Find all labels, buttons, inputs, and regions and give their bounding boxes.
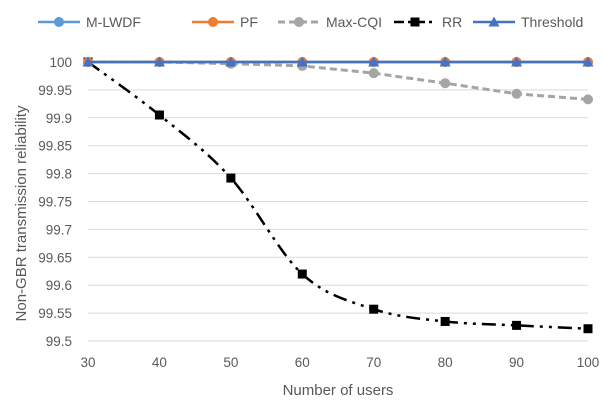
data-point <box>583 324 593 334</box>
series-rr <box>83 57 593 334</box>
data-point <box>368 56 380 67</box>
x-tick-label: 90 <box>509 355 524 370</box>
legend-label: RR <box>442 14 462 30</box>
data-point <box>511 56 523 67</box>
legend-marker <box>54 17 64 27</box>
legend-label: M-LWDF <box>86 14 141 30</box>
data-point <box>440 316 450 326</box>
data-point <box>583 94 593 105</box>
data-point <box>440 78 451 89</box>
legend-label: Max-CQI <box>326 14 382 30</box>
legend-item: RR <box>394 14 462 30</box>
legend: M-LWDF PF Max-CQI RR Threshold <box>38 14 583 30</box>
data-point <box>154 110 164 120</box>
data-point <box>439 56 451 67</box>
y-tick-label: 100 <box>49 55 72 70</box>
y-tick-label: 99.95 <box>38 83 72 98</box>
data-point <box>153 56 165 67</box>
data-point <box>368 68 379 79</box>
legend-item: PF <box>192 14 258 30</box>
legend-item: M-LWDF <box>38 14 141 30</box>
data-point <box>296 56 308 67</box>
x-tick-label: 70 <box>366 355 381 370</box>
legend-marker <box>294 17 304 27</box>
series-line <box>87 60 589 330</box>
y-tick-label: 99.75 <box>38 195 72 210</box>
data-point <box>225 56 237 67</box>
y-tick-label: 99.8 <box>46 167 72 182</box>
y-tick-label: 99.85 <box>38 139 72 154</box>
legend-item: Max-CQI <box>278 14 382 30</box>
x-tick-label: 40 <box>152 355 167 370</box>
x-axis-title: Number of users <box>283 382 394 399</box>
y-tick-label: 99.6 <box>46 278 72 293</box>
data-point <box>511 88 522 99</box>
y-tick-label: 99.55 <box>38 306 72 321</box>
data-point <box>512 320 522 330</box>
x-tick-label: 50 <box>223 355 238 370</box>
y-tick-label: 99.5 <box>46 334 72 349</box>
y-axis-title: Non-GBR transmission reliability <box>13 105 30 321</box>
x-tick-label: 30 <box>80 355 95 370</box>
legend-marker <box>208 17 218 27</box>
legend-marker <box>488 16 500 27</box>
x-axis-ticks: 30 40 50 60 70 80 90 100 <box>80 355 599 370</box>
y-tick-label: 99.7 <box>46 222 72 237</box>
legend-item: Threshold <box>473 14 583 30</box>
y-tick-label: 99.9 <box>46 111 72 126</box>
y-axis-ticks: 99.5 99.55 99.6 99.65 99.7 99.75 99.8 99.85 99.9… <box>38 55 72 349</box>
data-point <box>297 269 307 279</box>
series-threshold <box>82 56 594 67</box>
x-tick-label: 100 <box>577 355 600 370</box>
y-tick-label: 99.65 <box>38 250 72 265</box>
gridlines <box>88 61 588 342</box>
data-point <box>82 56 94 67</box>
legend-label: PF <box>240 14 258 30</box>
data-point <box>582 56 594 67</box>
legend-label: Threshold <box>521 14 583 30</box>
series-group <box>82 56 594 334</box>
x-tick-label: 80 <box>438 355 453 370</box>
data-point <box>369 304 379 314</box>
legend-marker <box>410 17 420 27</box>
x-tick-label: 60 <box>295 355 310 370</box>
data-point <box>226 173 236 183</box>
